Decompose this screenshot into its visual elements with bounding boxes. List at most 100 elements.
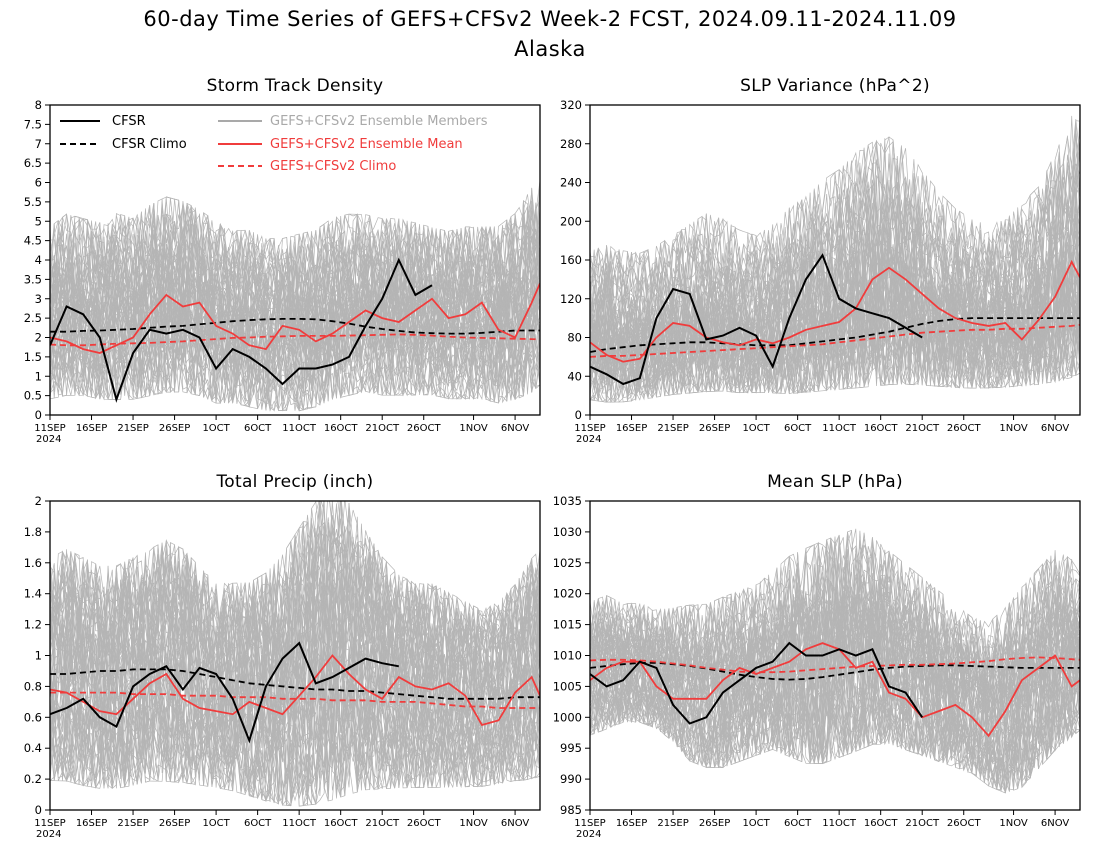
ensemble-member-trace — [50, 546, 540, 746]
ensemble-member-trace — [590, 530, 1080, 704]
series-lines — [590, 253, 1080, 386]
x-tick-label: 11SEP — [34, 818, 65, 829]
y-tick-label: 1.4 — [24, 587, 42, 601]
ens-mean-line — [50, 282, 540, 354]
x-tick-label: 26SEP — [699, 818, 730, 829]
ensemble-member-trace — [50, 288, 540, 412]
y-tick-label: 1.2 — [24, 618, 42, 632]
ensemble-member-trace — [590, 558, 1080, 707]
x-tick-label: 1OCT — [742, 818, 770, 829]
x-tick-label: 11OCT — [822, 423, 857, 434]
x-tick-label: 6NOV — [501, 818, 530, 829]
y-tick-label: 0.4 — [24, 741, 42, 755]
cfsr-line — [590, 641, 924, 725]
x-tick-label: 16OCT — [324, 818, 359, 829]
y-tick-label: 0.2 — [24, 772, 42, 786]
x-tick-label: 21OCT — [365, 423, 400, 434]
x-tick-label: 26OCT — [407, 423, 442, 434]
x-tick-label: 11OCT — [282, 818, 317, 829]
x-tick-label: 1OCT — [202, 818, 230, 829]
x-tick-label: 26OCT — [947, 423, 982, 434]
y-tick-label: 1010 — [553, 649, 582, 663]
y-tick-label: 0 — [35, 408, 42, 422]
x-tick-label: 6OCT — [244, 818, 272, 829]
x-tick-label: 1OCT — [742, 423, 770, 434]
x-tick-label: 11SEP — [574, 423, 605, 434]
gefs-climo-line — [590, 324, 1080, 358]
x-tick-label: 16SEP — [616, 423, 647, 434]
y-tick-label: 8 — [35, 98, 42, 112]
y-tick-label: 0 — [575, 408, 582, 422]
x-year-label: 2024 — [576, 829, 601, 840]
plot-frame — [49, 500, 541, 811]
ensemble-members — [590, 115, 1080, 404]
y-tick-label: 1.5 — [24, 350, 42, 364]
y-tick-label: 1.6 — [24, 556, 42, 570]
y-tick-label: 1030 — [553, 525, 582, 539]
y-tick-label: 1 — [35, 369, 42, 383]
ensemble-member-trace — [590, 535, 1080, 694]
series-lines — [590, 641, 1080, 738]
x-tick-label: 21OCT — [365, 818, 400, 829]
y-tick-label: 160 — [560, 253, 582, 267]
ensemble-member-trace — [590, 147, 1080, 315]
ensemble-member-trace — [590, 253, 1080, 391]
ensemble-member-trace — [50, 247, 540, 337]
series-lines — [50, 257, 540, 403]
ensemble-member-trace — [50, 198, 540, 342]
ensemble-member-trace — [50, 302, 540, 412]
ensemble-member-trace — [50, 558, 540, 712]
panel-title: SLP Variance (hPa^2) — [740, 76, 930, 96]
panel-title: Total Precip (inch) — [216, 472, 374, 492]
series-lines — [50, 641, 540, 744]
ensemble-member-trace — [50, 313, 540, 412]
gefs-climo-line — [590, 656, 1080, 674]
y-tick-label: 40 — [567, 369, 582, 383]
x-tick-label: 1NOV — [999, 423, 1028, 434]
ensemble-member-trace — [50, 501, 540, 677]
y-tick-label: 6 — [35, 176, 42, 190]
cfsr-climo-line — [50, 318, 540, 335]
ensemble-member-trace — [50, 250, 540, 353]
ensemble-members — [50, 180, 540, 412]
y-tick-label: 1.8 — [24, 525, 42, 539]
x-tick-label: 1NOV — [459, 423, 488, 434]
x-tick-label: 1NOV — [459, 818, 488, 829]
legend-label-gefs-climo: GEFS+CFSv2 Climo — [270, 159, 396, 174]
x-tick-label: 16SEP — [616, 818, 647, 829]
ensemble-member-trace — [590, 528, 1080, 694]
y-tick-label: 320 — [560, 98, 582, 112]
panels: Storm Track Density 0 0.5 1 1.5 2 2.5 3 3.5 4 4.5 5… — [24, 76, 1081, 840]
x-tick-label: 1NOV — [999, 818, 1028, 829]
ensemble-member-trace — [590, 655, 1080, 790]
y-tick-label: 1025 — [553, 556, 582, 570]
panel-title: Mean SLP (hPa) — [767, 472, 903, 492]
y-tick-label: 990 — [560, 772, 582, 786]
x-year-label: 2024 — [36, 434, 61, 445]
y-tick-label: 5 — [35, 214, 42, 228]
y-tick-label: 2 — [35, 331, 42, 345]
x-tick-label: 21OCT — [905, 818, 940, 829]
x-tick-label: 16OCT — [864, 818, 899, 829]
x-tick-label: 21SEP — [657, 423, 688, 434]
legend-label-members: GEFS+CFSv2 Ensemble Members — [270, 114, 488, 129]
ensemble-member-trace — [50, 203, 540, 318]
ensemble-member-trace — [50, 516, 540, 692]
x-tick-label: 6OCT — [244, 423, 272, 434]
ensemble-member-trace — [50, 196, 540, 307]
x-tick-label: 26OCT — [407, 818, 442, 829]
ens-mean-line — [590, 259, 1080, 363]
ensemble-member-trace — [590, 268, 1080, 394]
legend-label-ens-mean: GEFS+CFSv2 Ensemble Mean — [270, 137, 463, 152]
ensemble-member-trace — [50, 180, 540, 311]
plot-frame — [589, 500, 1081, 811]
ensemble-member-trace — [590, 295, 1080, 403]
y-tick-label: 5.5 — [24, 195, 42, 209]
ensemble-member-trace — [50, 623, 540, 800]
y-tick-label: 3.5 — [24, 272, 42, 286]
ensemble-member-trace — [590, 263, 1080, 398]
legend-label-cfsr-climo: CFSR Climo — [112, 137, 187, 152]
ensemble-member-trace — [590, 212, 1080, 373]
y-tick-label: 200 — [560, 214, 582, 228]
y-tick-label: 0.6 — [24, 710, 42, 724]
